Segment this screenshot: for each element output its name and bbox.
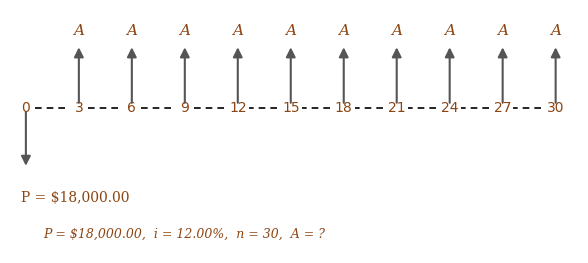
- Text: A: A: [179, 24, 191, 38]
- Text: P = $18,000.00,  i = 12.00%,  n = 30,  A = ?: P = $18,000.00, i = 12.00%, n = 30, A = …: [44, 228, 326, 241]
- Text: 3: 3: [75, 100, 83, 115]
- Text: A: A: [232, 24, 243, 38]
- Text: A: A: [285, 24, 296, 38]
- Text: 27: 27: [494, 100, 512, 115]
- Text: A: A: [550, 24, 561, 38]
- Text: A: A: [126, 24, 138, 38]
- Text: A: A: [391, 24, 402, 38]
- Text: 0: 0: [22, 100, 30, 115]
- Text: A: A: [444, 24, 455, 38]
- Text: 24: 24: [441, 100, 459, 115]
- Text: 15: 15: [282, 100, 299, 115]
- Text: 18: 18: [335, 100, 353, 115]
- Text: 12: 12: [229, 100, 246, 115]
- Text: P = $18,000.00: P = $18,000.00: [21, 191, 129, 205]
- Text: 9: 9: [181, 100, 189, 115]
- Text: A: A: [74, 24, 84, 38]
- Text: 21: 21: [388, 100, 406, 115]
- Text: A: A: [497, 24, 508, 38]
- Text: A: A: [338, 24, 349, 38]
- Text: 6: 6: [128, 100, 136, 115]
- Text: 30: 30: [547, 100, 564, 115]
